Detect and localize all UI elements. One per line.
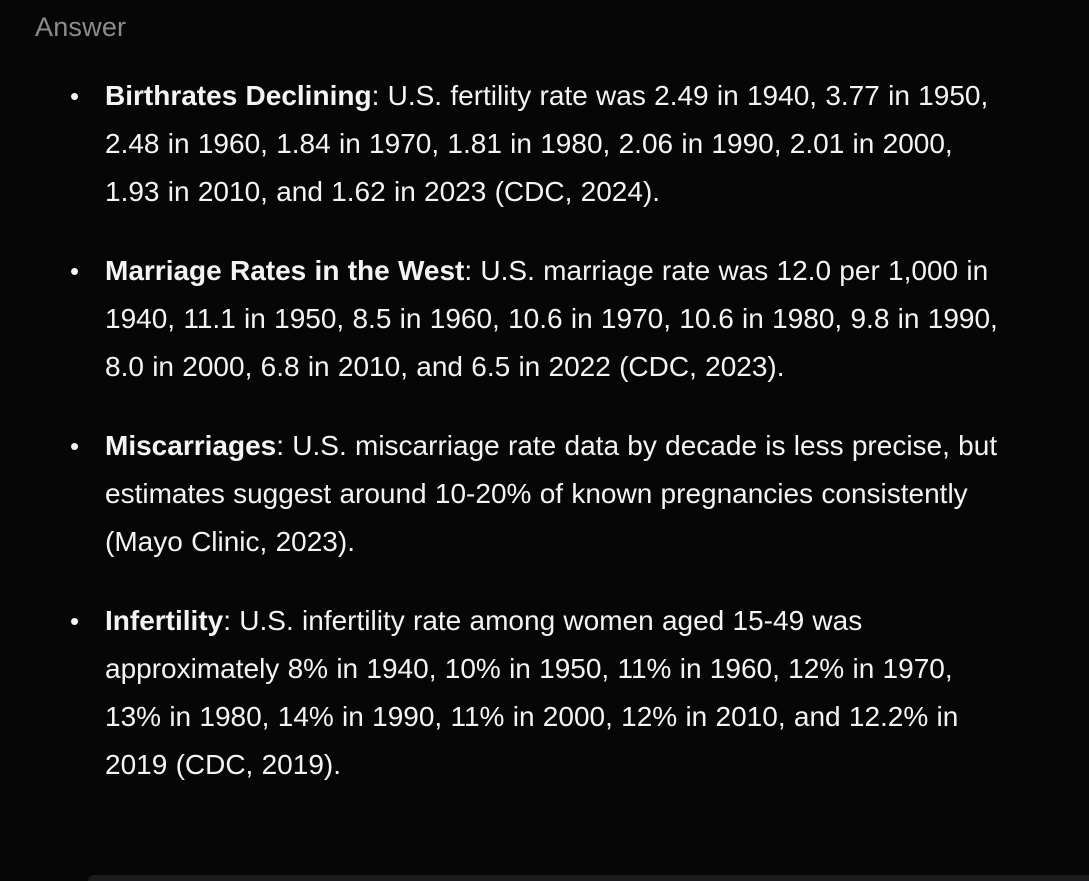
- bullet-text-birthrates: Birthrates Declining: U.S. fertility rat…: [105, 72, 1010, 216]
- bullet-dot-icon: •: [70, 431, 80, 461]
- bullet-text-marriage-rates: Marriage Rates in the West: U.S. marriag…: [105, 247, 1010, 391]
- bullet-term-infertility: Infertility: [105, 605, 224, 636]
- bullet-item-birthrates: • Birthrates Declining: U.S. fertility r…: [0, 72, 1089, 216]
- bullet-dot-icon: •: [70, 256, 80, 286]
- bullet-text-infertility: Infertility: U.S. infertility rate among…: [105, 597, 1010, 789]
- bullet-term-birthrates: Birthrates Declining: [105, 80, 372, 111]
- answer-bullet-list: • Birthrates Declining: U.S. fertility r…: [0, 72, 1089, 820]
- bullet-item-infertility: • Infertility: U.S. infertility rate amo…: [0, 597, 1089, 789]
- bullet-dot-icon: •: [70, 81, 80, 111]
- bullet-body-infertility: : U.S. infertility rate among women aged…: [105, 605, 959, 780]
- bullet-body-miscarriages: : U.S. miscarriage rate data by decade i…: [105, 430, 998, 557]
- bullet-text-miscarriages: Miscarriages: U.S. miscarriage rate data…: [105, 422, 1010, 566]
- answer-heading: Answer: [35, 12, 127, 42]
- bullet-item-miscarriages: • Miscarriages: U.S. miscarriage rate da…: [0, 422, 1089, 566]
- bullet-body-marriage-rates: : U.S. marriage rate was 12.0 per 1,000 …: [105, 255, 998, 382]
- bullet-term-miscarriages: Miscarriages: [105, 430, 277, 461]
- bullet-dot-icon: •: [70, 606, 80, 636]
- bullet-item-marriage-rates: • Marriage Rates in the West: U.S. marri…: [0, 247, 1089, 391]
- bullet-term-marriage-rates: Marriage Rates in the West: [105, 255, 465, 286]
- next-panel-top-edge: [88, 875, 1089, 881]
- bullet-body-birthrates: : U.S. fertility rate was 2.49 in 1940, …: [105, 80, 989, 207]
